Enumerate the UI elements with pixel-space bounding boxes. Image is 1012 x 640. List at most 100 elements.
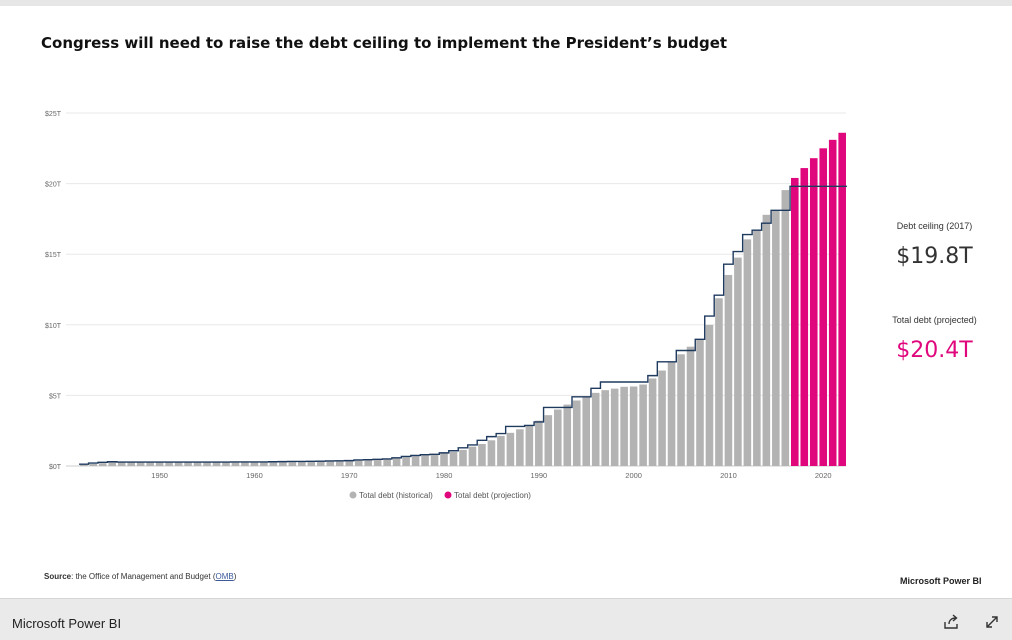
bar-historical	[639, 384, 647, 466]
bar-historical	[724, 274, 733, 466]
y-tick-label: $10T	[45, 323, 62, 330]
legend-marker-projection	[444, 491, 452, 499]
bar-historical	[601, 390, 609, 466]
bar-historical	[212, 462, 221, 466]
bar-historical	[781, 190, 790, 466]
bar-historical	[373, 459, 382, 466]
bar-historical	[136, 462, 145, 466]
kpi-ceiling-label: Debt ceiling (2017)	[896, 221, 973, 231]
bar-historical	[620, 386, 628, 466]
bar-projection	[791, 177, 799, 466]
bar-historical	[648, 378, 657, 466]
bar-historical	[174, 462, 183, 466]
bar-historical	[155, 462, 164, 466]
bar-historical	[705, 324, 714, 466]
x-tick-label: 2020	[815, 471, 832, 480]
kpi-ceiling-value: $19.8T	[896, 244, 973, 269]
debt-chart: $0T $5T $10T $15T $20T $25T 1950 1960 1970 1980 19…	[45, 111, 847, 500]
y-tick-label: $15T	[45, 252, 62, 259]
source-text: : the Office of Management and Budget (	[71, 572, 216, 581]
bar-historical	[506, 432, 515, 466]
bar-historical	[307, 461, 316, 466]
bar-projection	[809, 158, 818, 466]
bar-historical	[383, 459, 391, 466]
bar-historical	[440, 453, 448, 466]
bar-historical	[193, 462, 202, 466]
legend-marker-historical	[349, 491, 357, 499]
bar-historical	[487, 440, 496, 466]
bar-historical	[317, 461, 325, 466]
bar-historical	[146, 462, 154, 466]
x-tick-label: 2010	[720, 471, 737, 480]
bar-historical	[686, 346, 695, 466]
bar-historical	[459, 449, 467, 466]
bar-historical	[610, 388, 619, 466]
x-tick-label: 1970	[341, 471, 358, 480]
y-tick-label: $0T	[49, 464, 62, 471]
bar-historical	[250, 461, 259, 466]
share-icon[interactable]	[940, 611, 962, 633]
expand-icon[interactable]	[981, 611, 1003, 633]
bar-historical	[298, 461, 306, 466]
bar-historical	[326, 460, 335, 466]
bar-historical	[89, 464, 98, 466]
bar-historical	[677, 354, 685, 466]
bar-historical	[516, 429, 524, 466]
bar-historical	[203, 462, 211, 466]
source-link[interactable]: OMB	[215, 572, 234, 581]
y-tick-label: $25T	[45, 111, 62, 118]
bar-historical	[762, 214, 771, 466]
bar-historical	[411, 455, 420, 466]
bar-historical	[658, 370, 666, 466]
bar-historical	[279, 461, 287, 466]
bar-historical	[98, 463, 107, 466]
bar-historical	[421, 454, 429, 466]
legend[interactable]: Total debt (historical) Total debt (proj…	[349, 491, 532, 500]
bar-projection	[838, 132, 846, 466]
bar-historical	[108, 462, 117, 466]
bar-historical	[269, 461, 278, 466]
bar-historical	[117, 462, 126, 466]
bar-historical	[753, 229, 761, 466]
x-tick-label: 2000	[625, 471, 642, 480]
chart-title: Congress will need to raise the debt cei…	[41, 34, 728, 52]
bar-historical	[127, 462, 135, 466]
bar-projection	[828, 139, 837, 466]
bar-historical	[468, 446, 477, 466]
bar-historical	[335, 460, 344, 466]
legend-label-projection: Total debt (projection)	[454, 491, 531, 500]
bar-historical	[222, 462, 230, 466]
debt-ceiling-line	[79, 185, 847, 465]
bar-historical	[572, 400, 581, 466]
bar-historical	[591, 392, 600, 466]
footer-brand[interactable]: Microsoft Power BI	[12, 616, 122, 631]
x-tick-label: 1960	[246, 471, 263, 480]
bar-historical	[563, 404, 572, 466]
bar-historical	[696, 339, 704, 466]
axis-layer: $0T $5T $10T $15T $20T $25T 1950 1960 1970 1980 19…	[45, 111, 832, 480]
bar-historical	[392, 458, 401, 466]
bar-historical	[260, 461, 268, 466]
bar-historical	[535, 420, 543, 466]
x-tick-label: 1980	[436, 471, 453, 480]
bar-layer	[80, 132, 846, 467]
bar-historical	[231, 462, 240, 466]
bar-historical	[402, 457, 410, 466]
y-tick-label: $20T	[45, 182, 62, 189]
source-close: )	[233, 572, 237, 581]
y-tick-label: $5T	[49, 393, 62, 400]
bar-historical	[715, 298, 723, 466]
bar-historical	[430, 454, 439, 466]
bar-historical	[554, 409, 562, 466]
bar-historical	[544, 415, 553, 466]
report-card: Congress will need to raise the debt cei…	[0, 0, 1012, 598]
bar-historical	[772, 210, 780, 466]
x-tick-label: 1990	[530, 471, 547, 480]
bar-historical	[449, 452, 458, 466]
bar-historical	[345, 460, 354, 466]
kpi-projected-label: Total debt (projected)	[892, 315, 977, 325]
bar-historical	[364, 459, 372, 466]
legend-label-historical: Total debt (historical)	[359, 491, 433, 500]
footer-bar: Microsoft Power BI	[0, 598, 1012, 640]
bar-projection	[800, 168, 809, 466]
